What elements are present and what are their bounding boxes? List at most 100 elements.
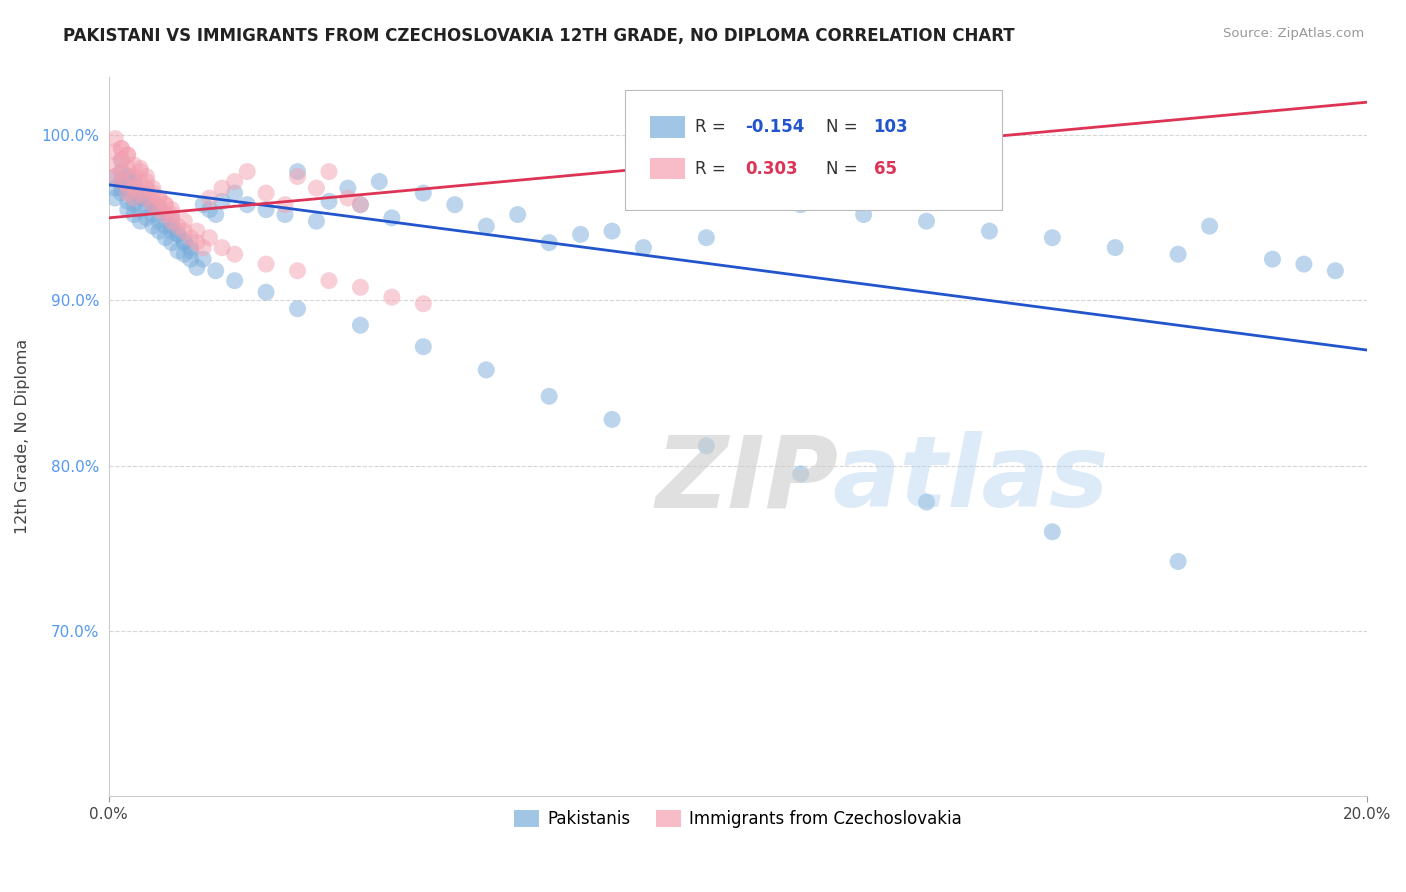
Point [790, 467, 813, 481]
Text: N =: N = [825, 118, 863, 136]
Point [117, 194, 139, 209]
Point [104, 169, 127, 184]
Point [727, 191, 749, 205]
Point [122, 208, 145, 222]
Point [254, 202, 277, 217]
Point [506, 208, 529, 222]
Point [318, 194, 340, 209]
Point [167, 219, 190, 234]
Point [129, 164, 152, 178]
Point [122, 169, 145, 184]
Point [129, 186, 152, 200]
Point [173, 234, 195, 248]
Point [1261, 252, 1284, 267]
Point [186, 260, 208, 275]
Point [224, 174, 246, 188]
Point [110, 164, 132, 178]
Bar [650, 158, 685, 179]
Point [173, 214, 195, 228]
Point [135, 181, 157, 195]
Point [443, 197, 465, 211]
Point [142, 186, 165, 200]
Point [110, 186, 132, 200]
Point [180, 252, 202, 267]
Point [110, 174, 132, 188]
Point [110, 164, 132, 178]
Point [287, 264, 309, 278]
Y-axis label: 12th Grade, No Diploma: 12th Grade, No Diploma [15, 339, 30, 534]
Point [160, 211, 183, 225]
Point [381, 211, 404, 225]
Text: 65: 65 [873, 160, 897, 178]
Point [305, 181, 328, 195]
Point [600, 224, 623, 238]
Point [224, 274, 246, 288]
Point [155, 230, 177, 244]
Point [160, 219, 183, 234]
Point [287, 164, 309, 178]
Point [117, 169, 139, 184]
Text: 0.303: 0.303 [745, 160, 799, 178]
Point [695, 230, 717, 244]
Point [254, 257, 277, 271]
Point [142, 208, 165, 222]
Point [180, 241, 202, 255]
Point [274, 197, 297, 211]
Point [211, 241, 233, 255]
Point [167, 244, 190, 258]
Text: Source: ZipAtlas.com: Source: ZipAtlas.com [1223, 27, 1364, 40]
Point [160, 224, 183, 238]
Point [167, 227, 190, 242]
Point [129, 174, 152, 188]
Point [142, 197, 165, 211]
Point [1167, 554, 1189, 568]
Point [224, 186, 246, 200]
Point [148, 201, 170, 215]
Point [148, 191, 170, 205]
Point [148, 224, 170, 238]
Point [254, 186, 277, 200]
Point [110, 181, 132, 195]
Point [122, 158, 145, 172]
Point [193, 252, 215, 267]
Point [135, 191, 157, 205]
Point [538, 389, 561, 403]
Point [104, 191, 127, 205]
Point [148, 214, 170, 228]
Point [1324, 264, 1347, 278]
Point [475, 219, 498, 234]
Point [117, 161, 139, 176]
Point [979, 224, 1001, 238]
Point [198, 202, 221, 217]
Point [129, 191, 152, 205]
Point [287, 169, 309, 184]
Point [180, 244, 202, 258]
Point [198, 191, 221, 205]
Point [211, 181, 233, 195]
Point [173, 224, 195, 238]
Text: -0.154: -0.154 [745, 118, 804, 136]
Point [180, 230, 202, 244]
Point [368, 174, 391, 188]
Text: R =: R = [695, 118, 731, 136]
Point [336, 181, 359, 195]
Legend: Pakistanis, Immigrants from Czechoslovakia: Pakistanis, Immigrants from Czechoslovak… [508, 803, 969, 835]
Point [186, 235, 208, 250]
Point [852, 208, 875, 222]
Point [198, 230, 221, 244]
Point [173, 235, 195, 250]
Text: N =: N = [825, 160, 863, 178]
Point [412, 340, 434, 354]
Point [148, 202, 170, 217]
Point [129, 186, 152, 200]
FancyBboxPatch shape [624, 90, 1002, 211]
Point [110, 153, 132, 167]
Point [349, 318, 371, 333]
Point [412, 297, 434, 311]
Point [633, 241, 655, 255]
Point [104, 181, 127, 195]
Point [122, 181, 145, 195]
Point [475, 363, 498, 377]
Text: R =: R = [695, 160, 731, 178]
Point [224, 247, 246, 261]
